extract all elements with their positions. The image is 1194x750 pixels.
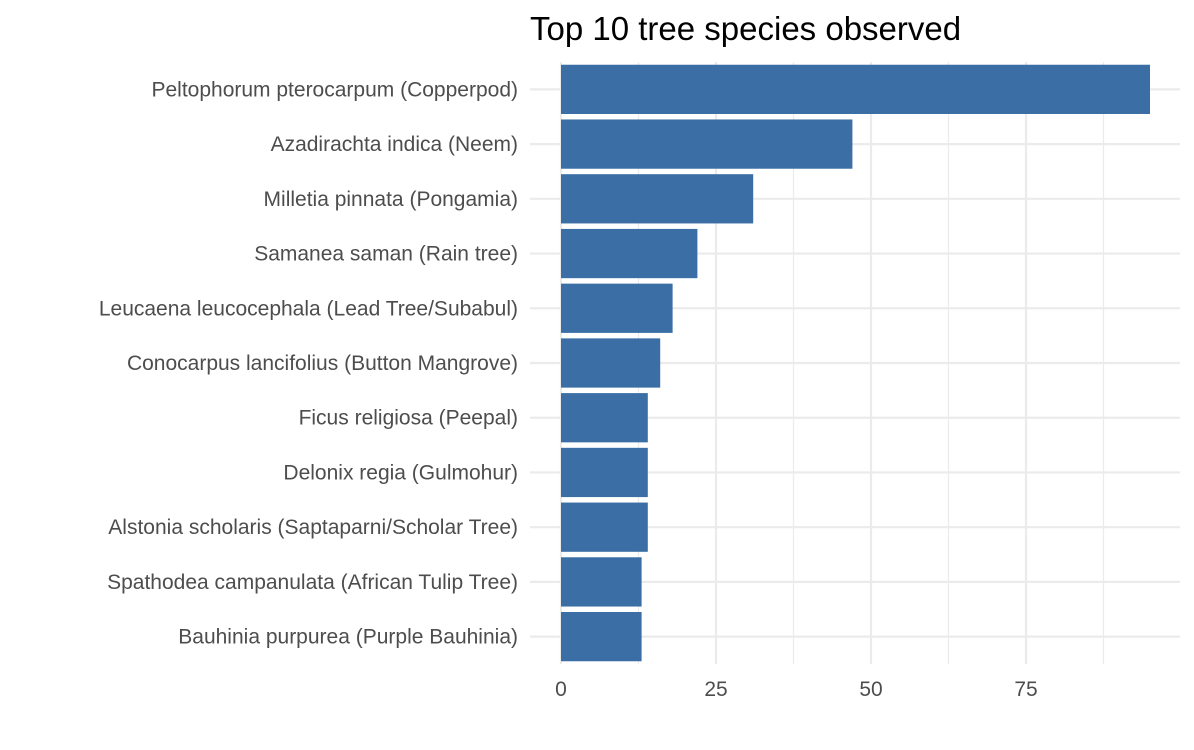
category-label: Spathodea campanulata (African Tulip Tre… bbox=[107, 571, 518, 594]
category-label: Azadirachta indica (Neem) bbox=[271, 133, 518, 156]
bar bbox=[561, 283, 673, 333]
bar bbox=[561, 502, 648, 552]
category-label: Conocarpus lancifolius (Button Mangrove) bbox=[127, 352, 518, 375]
bar bbox=[561, 612, 642, 662]
x-tick-labels: 0 25 50 75 bbox=[555, 678, 1038, 701]
x-tick-label: 25 bbox=[704, 678, 727, 701]
bars bbox=[561, 64, 1150, 662]
category-label: Ficus religiosa (Peepal) bbox=[299, 407, 518, 430]
category-label: Alstonia scholaris (Saptaparni/Scholar T… bbox=[108, 516, 518, 539]
chart-title: Top 10 tree species observed bbox=[530, 10, 961, 47]
bar bbox=[561, 64, 1150, 114]
x-tick-label: 50 bbox=[859, 678, 882, 701]
category-label: Leucaena leucocephala (Lead Tree/Subabul… bbox=[99, 297, 518, 320]
category-label: Delonix regia (Gulmohur) bbox=[283, 461, 518, 484]
bar bbox=[561, 557, 642, 607]
category-labels: Peltophorum pterocarpum (Copperpod) Azadi… bbox=[99, 78, 518, 648]
category-label: Peltophorum pterocarpum (Copperpod) bbox=[151, 78, 518, 101]
bar bbox=[561, 447, 648, 498]
bar bbox=[561, 338, 661, 388]
bar bbox=[561, 119, 853, 169]
bar bbox=[561, 393, 648, 443]
category-label: Milletia pinnata (Pongamia) bbox=[264, 188, 518, 211]
category-label: Bauhinia purpurea (Purple Bauhinia) bbox=[178, 626, 518, 649]
x-tick-label: 0 bbox=[555, 678, 567, 701]
bar bbox=[561, 228, 698, 279]
bar bbox=[561, 174, 754, 224]
x-tick-label: 75 bbox=[1014, 678, 1037, 701]
category-label: Samanea saman (Rain tree) bbox=[254, 243, 518, 266]
